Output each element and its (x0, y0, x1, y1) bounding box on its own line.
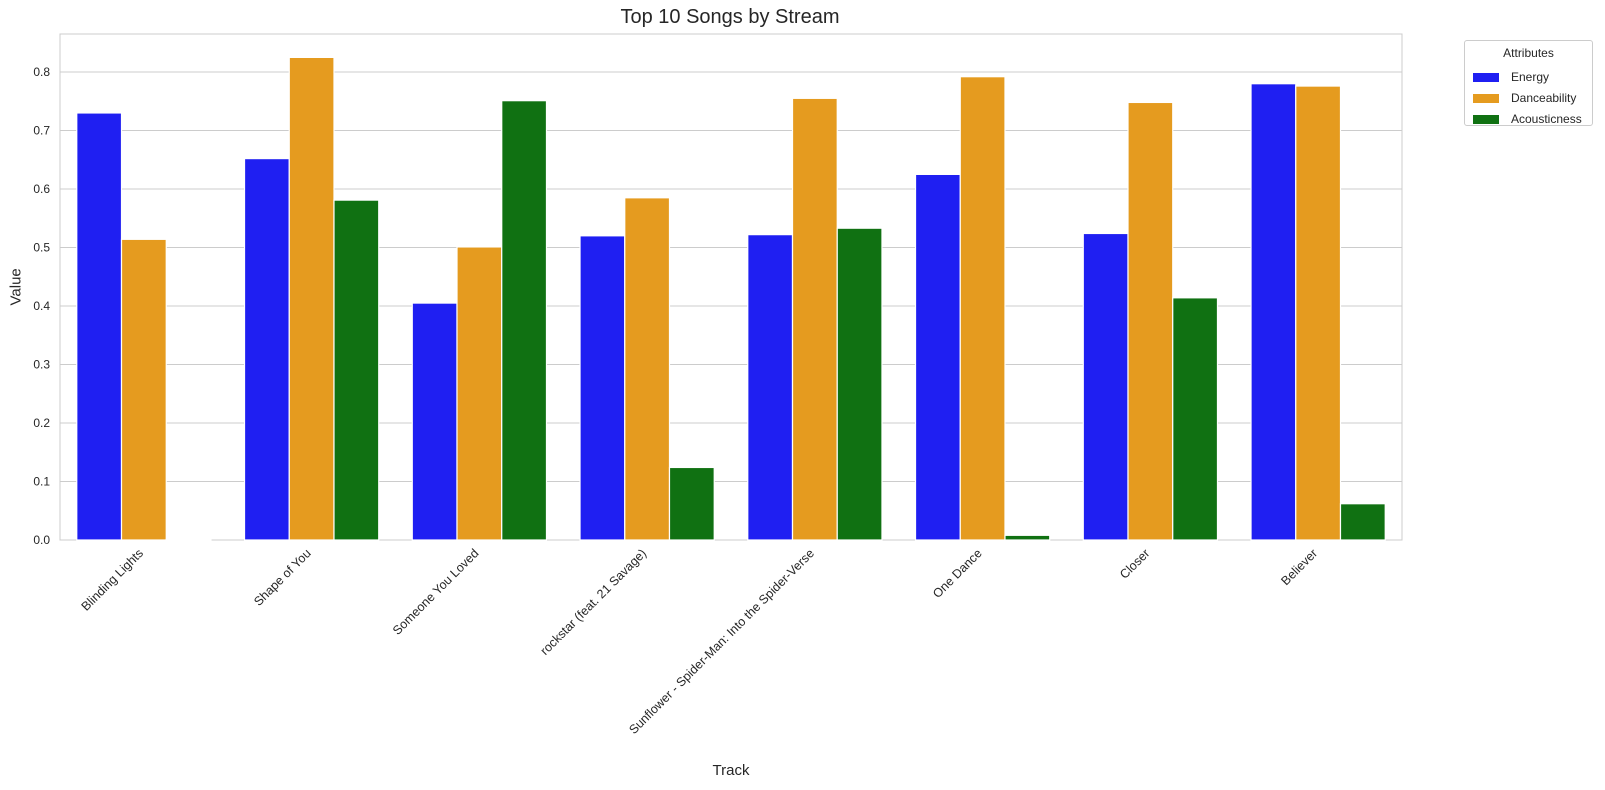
bar-acousticness-4 (836, 227, 883, 541)
bar-acousticness-0 (165, 538, 212, 541)
bar-acousticness-5 (1004, 534, 1051, 541)
y-tick-label: 0.3 (33, 358, 50, 372)
legend-item-acousticness: Acousticness (1473, 112, 1582, 126)
x-tick-label: Sunflower - Spider-Man: Into the Spider-… (626, 546, 817, 737)
bar-acousticness-7 (1339, 503, 1386, 541)
x-tick-label: rockstar (feat. 21 Savage) (538, 546, 650, 658)
bar-acousticness-2 (501, 100, 548, 541)
chart-title: Top 10 Songs by Stream (620, 6, 840, 28)
y-tick-label: 0.2 (33, 416, 50, 430)
legend-item-energy: Energy (1473, 70, 1549, 84)
bar-energy-5 (914, 173, 961, 541)
legend-label-danceability: Danceability (1511, 91, 1577, 105)
bar-danceability-3 (624, 197, 671, 541)
bar-energy-2 (411, 302, 458, 541)
bar-energy-0 (76, 112, 123, 541)
x-tick-label: One Dance (930, 546, 985, 601)
y-tick-label: 0.0 (33, 533, 50, 547)
y-axis-label: Value (7, 268, 25, 306)
x-tick-label: Closer (1117, 546, 1152, 581)
bar-danceability-7 (1295, 85, 1342, 541)
y-tick-label: 0.7 (33, 124, 50, 138)
bar-danceability-6 (1127, 101, 1174, 541)
bar-danceability-0 (120, 238, 167, 541)
y-tick-label: 0.8 (33, 65, 50, 79)
bar-acousticness-6 (1172, 297, 1219, 541)
x-tick-label: Blinding Lights (79, 546, 146, 613)
legend-swatch-danceability (1473, 93, 1499, 103)
y-tick-label: 0.1 (33, 475, 50, 489)
legend-swatch-energy (1473, 72, 1499, 82)
bar-acousticness-3 (668, 466, 715, 541)
legend-title: Attributes (1503, 46, 1554, 60)
bar-danceability-5 (959, 76, 1006, 541)
legend-swatch-acousticness (1473, 114, 1499, 124)
bar-danceability-4 (791, 97, 838, 541)
bar-danceability-2 (456, 246, 503, 541)
y-tick-label: 0.6 (33, 182, 50, 196)
legend-label-energy: Energy (1511, 70, 1550, 84)
x-axis-label: Track (712, 762, 750, 779)
legend-item-danceability: Danceability (1473, 91, 1576, 105)
bar-acousticness-1 (333, 199, 380, 541)
x-tick-label: Believer (1278, 546, 1320, 588)
bar-energy-3 (579, 235, 626, 541)
x-tick-label: Shape of You (251, 546, 314, 609)
bar-energy-1 (243, 157, 290, 541)
bar-energy-7 (1250, 83, 1297, 541)
legend: Attributes Energy Danceability Acousticn… (1464, 40, 1593, 126)
bar-energy-4 (747, 234, 794, 541)
bar-energy-6 (1082, 232, 1129, 541)
y-tick-label: 0.5 (33, 241, 50, 255)
y-tick-label: 0.4 (33, 299, 50, 313)
legend-label-acousticness: Acousticness (1511, 112, 1582, 126)
x-tick-label: Someone You Loved (390, 546, 482, 638)
bar-danceability-1 (288, 56, 335, 541)
